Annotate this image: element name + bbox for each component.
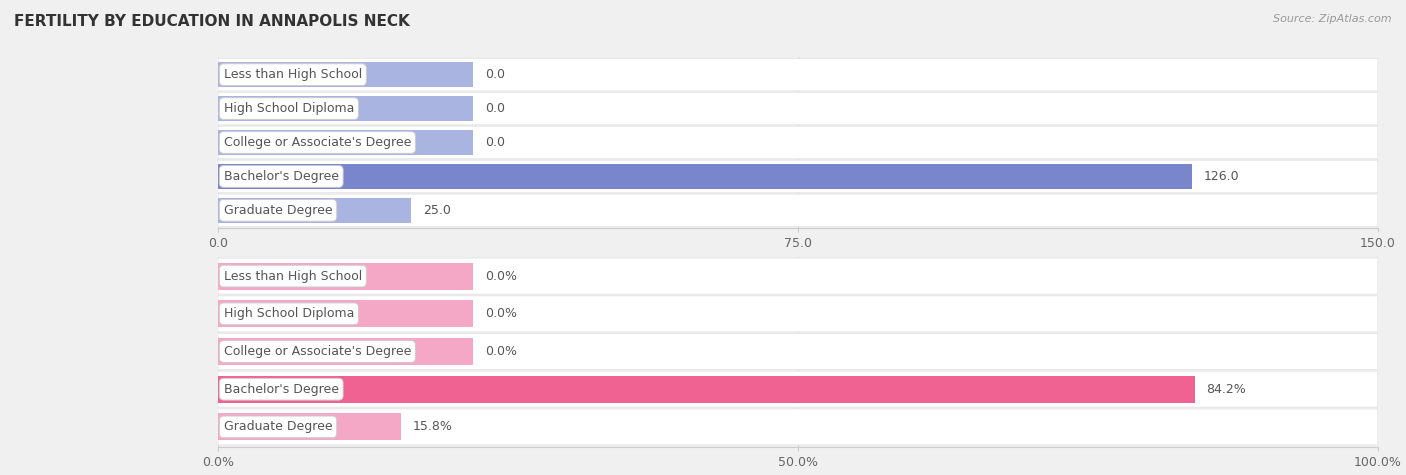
Bar <box>218 263 472 290</box>
FancyBboxPatch shape <box>218 409 1378 445</box>
Bar <box>218 300 472 327</box>
Text: FERTILITY BY EDUCATION IN ANNAPOLIS NECK: FERTILITY BY EDUCATION IN ANNAPOLIS NECK <box>14 14 409 29</box>
Text: Source: ZipAtlas.com: Source: ZipAtlas.com <box>1274 14 1392 24</box>
FancyBboxPatch shape <box>218 160 1378 193</box>
Text: Less than High School: Less than High School <box>224 270 361 283</box>
Text: College or Associate's Degree: College or Associate's Degree <box>224 345 411 358</box>
Text: College or Associate's Degree: College or Associate's Degree <box>224 136 411 149</box>
Bar <box>218 413 401 440</box>
Text: 126.0: 126.0 <box>1204 170 1240 183</box>
Text: Bachelor's Degree: Bachelor's Degree <box>224 383 339 396</box>
FancyBboxPatch shape <box>218 92 1378 125</box>
Bar <box>218 62 472 87</box>
FancyBboxPatch shape <box>218 371 1378 407</box>
Text: 0.0%: 0.0% <box>485 307 517 320</box>
Text: 0.0: 0.0 <box>485 102 505 115</box>
Bar <box>218 198 412 223</box>
FancyBboxPatch shape <box>218 58 1378 91</box>
Bar <box>218 338 472 365</box>
Text: 15.8%: 15.8% <box>413 420 453 433</box>
FancyBboxPatch shape <box>218 258 1378 294</box>
Text: 25.0: 25.0 <box>423 204 451 217</box>
Text: 0.0: 0.0 <box>485 68 505 81</box>
Bar <box>218 130 472 155</box>
Text: High School Diploma: High School Diploma <box>224 102 354 115</box>
Text: 0.0%: 0.0% <box>485 270 517 283</box>
Text: Bachelor's Degree: Bachelor's Degree <box>224 170 339 183</box>
Text: 0.0%: 0.0% <box>485 345 517 358</box>
Text: Graduate Degree: Graduate Degree <box>224 420 332 433</box>
FancyBboxPatch shape <box>218 194 1378 227</box>
Text: High School Diploma: High School Diploma <box>224 307 354 320</box>
Bar <box>218 164 1192 189</box>
Bar <box>218 376 1195 403</box>
FancyBboxPatch shape <box>218 126 1378 159</box>
Text: 84.2%: 84.2% <box>1206 383 1246 396</box>
FancyBboxPatch shape <box>218 333 1378 370</box>
Text: Less than High School: Less than High School <box>224 68 361 81</box>
FancyBboxPatch shape <box>218 296 1378 332</box>
Bar <box>218 96 472 121</box>
Text: 0.0: 0.0 <box>485 136 505 149</box>
Text: Graduate Degree: Graduate Degree <box>224 204 332 217</box>
